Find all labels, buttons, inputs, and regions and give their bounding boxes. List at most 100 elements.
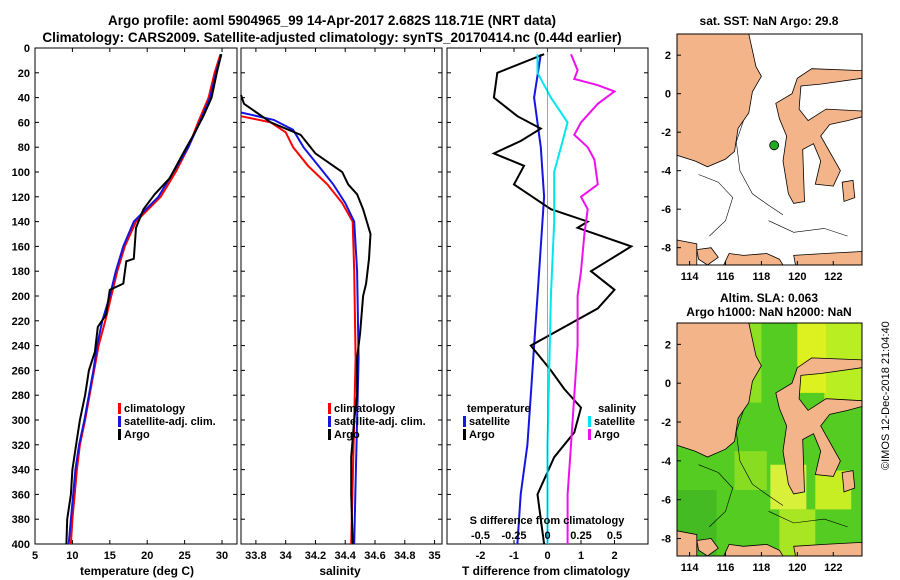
legend-swatch <box>588 429 591 440</box>
legend-title-temperature: temperature <box>467 403 531 415</box>
map-y-tick-label: -8 <box>661 534 671 546</box>
secondary-tick-label: 0.25 <box>570 530 591 542</box>
depth-tick-label: 120 <box>12 192 30 204</box>
x-tick-label-differences: 2 <box>611 550 617 562</box>
land-polygon <box>677 239 698 265</box>
depth-tick-label: 80 <box>18 142 30 154</box>
secondary-tick-label: -0.25 <box>501 530 526 542</box>
x-tick-label-temperature: 25 <box>179 550 191 562</box>
argo-position-marker <box>769 140 780 151</box>
sla-map-subtitle: Argo h1000: NaN h2000: NaN <box>686 305 851 319</box>
legend-swatch <box>463 416 466 427</box>
map-x-tick-label: 116 <box>717 271 735 283</box>
legend-label-temperature-argo: Argo <box>469 429 495 441</box>
sst-map-title: sat. SST: NaN Argo: 29.8 <box>700 14 839 28</box>
depth-tick-label: 300 <box>12 415 30 427</box>
depth-tick-label: 100 <box>12 167 30 179</box>
depth-tick-label: 0 <box>24 43 30 55</box>
map-y-tick-label: -4 <box>661 166 672 178</box>
land-polygon <box>841 179 856 203</box>
map-x-tick-label: 116 <box>717 562 735 574</box>
x-tick-label-salinity: 34.2 <box>305 550 326 562</box>
legend-label-salinity-satellite: satellite <box>594 416 635 428</box>
x-tick-label-salinity: 33.8 <box>245 550 266 562</box>
map-y-tick-label: -8 <box>661 243 671 255</box>
secondary-tick-label: 0 <box>544 530 550 542</box>
legend-label-salinity-argo: Argo <box>594 429 620 441</box>
title-line-1: Argo profile: aoml 5904965_99 14-Apr-201… <box>108 13 556 28</box>
depth-tick-label: 200 <box>12 291 30 303</box>
depth-contour <box>768 220 848 237</box>
secondary-tick-label: 0.5 <box>607 530 622 542</box>
x-tick-label-temperature: 10 <box>66 550 78 562</box>
land-polygon <box>793 541 862 556</box>
depth-tick-label: 320 <box>12 440 30 452</box>
depth-contour <box>768 511 848 528</box>
map-y-tick-label: -4 <box>661 456 672 468</box>
x-tick-label-differences: -2 <box>476 550 486 562</box>
map-x-tick-label: 114 <box>681 271 700 283</box>
land-polygon <box>696 247 719 265</box>
x-tick-label-temperature: 30 <box>216 550 228 562</box>
land-polygon <box>841 470 856 493</box>
map-group-sst_map <box>677 34 862 265</box>
depth-tick-label: 340 <box>12 465 30 477</box>
depth-contour <box>698 464 734 528</box>
depth-tick-label: 180 <box>12 266 30 278</box>
sla-map-title: Altim. SLA: 0.063 <box>720 291 818 305</box>
sla-cell <box>734 451 767 490</box>
series-line-magenta <box>566 53 617 544</box>
depth-tick-label: 220 <box>12 316 30 328</box>
legend-swatch <box>118 416 121 427</box>
map-x-tick-label: 118 <box>753 562 771 574</box>
legend-label-1: satellite-adj. clim. <box>334 416 426 428</box>
land-polygon <box>775 68 862 204</box>
depth-contour <box>735 410 784 506</box>
diff-xlabel: T difference from climatology <box>462 564 630 578</box>
legend-swatch <box>328 403 331 414</box>
title-line-2: Climatology: CARS2009. Satellite-adjuste… <box>42 30 621 45</box>
series-line-blue <box>240 111 360 545</box>
map-group-sla_map <box>677 323 862 556</box>
legend-label-0: Argo <box>124 429 150 441</box>
series-line-black <box>65 53 223 545</box>
legend-label-0: climatology <box>124 403 186 415</box>
x-tick-label-salinity: 35 <box>428 550 440 562</box>
depth-tick-label: 260 <box>12 365 30 377</box>
map-y-tick-label: 2 <box>665 50 671 62</box>
depth-tick-label: 360 <box>12 489 30 501</box>
depth-tick-label: 280 <box>12 390 30 402</box>
map-y-tick-label: 2 <box>665 339 671 351</box>
map-x-tick-label: 122 <box>824 271 842 283</box>
legend-swatch <box>118 403 121 414</box>
legend-swatch <box>328 416 331 427</box>
depth-tick-label: 240 <box>12 341 30 353</box>
map-y-tick-label: -6 <box>661 204 671 216</box>
land-polygon <box>677 530 698 556</box>
salinity-xlabel: salinity <box>319 564 361 578</box>
land-polygon <box>775 357 862 495</box>
x-tick-label-temperature: 15 <box>104 550 116 562</box>
legend-label-temperature-satellite: satellite <box>469 416 510 428</box>
land-polygon <box>677 34 762 168</box>
legend-label-0: satellite-adj. clim. <box>124 416 216 428</box>
map-y-tick-label: 0 <box>665 89 671 101</box>
map-x-tick-label: 122 <box>824 562 842 574</box>
legend-label-1: Argo <box>334 429 360 441</box>
map-x-tick-label: 120 <box>788 562 806 574</box>
depth-tick-label: 60 <box>18 117 30 129</box>
map-frame-sst_map <box>676 33 863 266</box>
temperature-xlabel: temperature (deg C) <box>80 564 194 578</box>
depth-tick-label: 380 <box>12 514 30 526</box>
map-x-tick-label: 118 <box>753 271 771 283</box>
map-x-tick-label: 120 <box>788 271 806 283</box>
land-polygon <box>723 253 784 265</box>
legend-swatch <box>588 416 591 427</box>
depth-contour <box>698 174 734 237</box>
legend-swatch <box>118 429 121 440</box>
map-frame-sla_map <box>676 322 863 557</box>
map-y-tick-label: -2 <box>661 417 671 429</box>
x-tick-label-differences: -1 <box>509 550 519 562</box>
depth-tick-label: 20 <box>18 68 30 80</box>
plot-frame-temperature <box>34 47 238 545</box>
